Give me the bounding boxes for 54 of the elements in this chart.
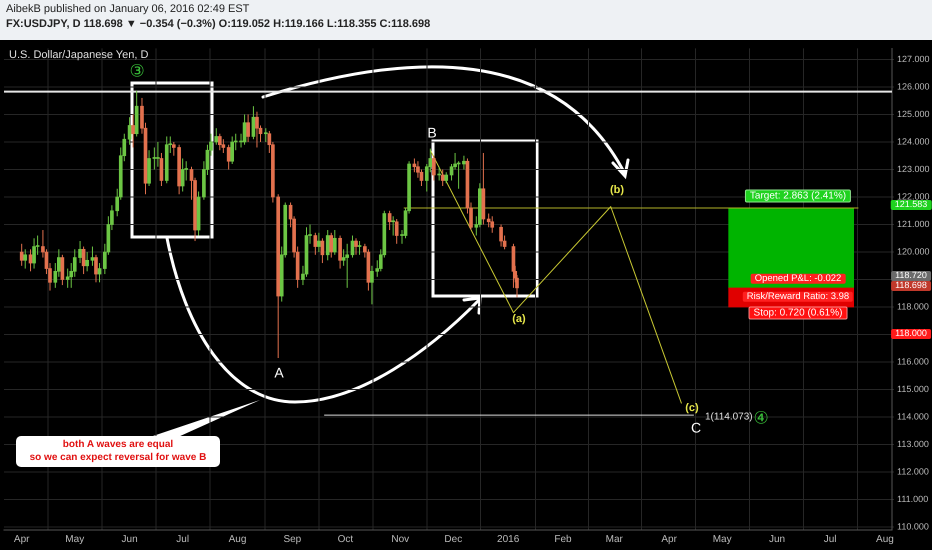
annotation: 1(114.073) xyxy=(705,412,753,422)
annotation: ④ xyxy=(754,408,768,428)
y-tick-label: 127.000 xyxy=(897,54,930,64)
y-tick-label: 114.000 xyxy=(897,412,929,422)
x-tick-label: Apr xyxy=(661,534,678,545)
y-tick-label: 115.000 xyxy=(897,384,929,394)
x-tick-label: Jun xyxy=(122,534,138,545)
annotation: (c) xyxy=(685,402,699,414)
annotation: A xyxy=(274,364,284,381)
x-tick-label: Sep xyxy=(283,534,302,545)
annotation: Risk/Reward Ratio: 3.98 xyxy=(742,290,854,302)
annotation: Target: 2.863 (2.41%) xyxy=(744,190,852,202)
annotation: Stop: 0.720 (0.61%) xyxy=(748,306,848,320)
annotation: Opened P&L: -0.022 xyxy=(750,272,846,284)
y-tick-label: 124.000 xyxy=(897,136,930,146)
y-tick-label: 126.000 xyxy=(897,81,930,92)
x-tick-label: Jul xyxy=(176,534,190,545)
chart-subtitle: AibekB published on January 06, 2016 02:49 EST xyxy=(6,3,250,15)
y-tick-label: 113.000 xyxy=(897,439,929,450)
candlestick xyxy=(358,240,362,256)
y-tick-label: 123.000 xyxy=(897,164,930,174)
annotation: C xyxy=(690,419,702,436)
annotation: (b) xyxy=(610,184,624,196)
x-tick-label: Aug xyxy=(876,534,894,545)
text: 121.583 xyxy=(890,199,932,210)
annotation: both A waves are equal so we can expect reversal for wave B xyxy=(16,436,220,467)
annotation: U.S. Dollar/Japanese Yen, D xyxy=(9,48,148,62)
x-tick-label: Jun xyxy=(768,534,786,545)
text: 118.698 xyxy=(891,280,931,291)
x-tick-label: Jul xyxy=(824,534,836,545)
x-tick-label: May xyxy=(712,534,732,545)
y-tick-label: 112.000 xyxy=(897,466,929,477)
y-tick-label: 111.000 xyxy=(897,494,928,504)
text: 118.720 xyxy=(891,270,931,281)
annotation: ③ xyxy=(130,62,144,82)
y-tick-label: 121.000 xyxy=(897,219,930,230)
annotation: (a) xyxy=(512,312,526,326)
y-tick-label: 118.000 xyxy=(897,302,929,312)
x-tick-label: May xyxy=(65,534,84,545)
y-tick-label: 125.000 xyxy=(897,108,930,119)
y-tick-label: 116.000 xyxy=(897,356,929,367)
x-tick-label: Apr xyxy=(14,534,30,545)
y-tick-label: 110.000 xyxy=(897,522,929,532)
x-tick-label: Dec xyxy=(444,534,462,545)
x-tick-label: Oct xyxy=(338,534,354,545)
y-tick-label: 122.000 xyxy=(897,191,930,202)
chart-title: FX:USDJPY, D 118.698 ▼ −0.354 (−0.3%) O:119.052 H:119.166 L:118.355 C:118.698 xyxy=(6,18,432,30)
x-tick-label: Nov xyxy=(391,534,410,545)
y-tick-label: 120.000 xyxy=(897,246,930,257)
x-tick-label: Mar xyxy=(606,534,624,545)
annotation: B xyxy=(427,124,437,141)
x-tick-label: Feb xyxy=(554,534,572,545)
x-tick-label: Aug xyxy=(228,534,246,545)
x-tick-label: 2016 xyxy=(497,534,520,545)
